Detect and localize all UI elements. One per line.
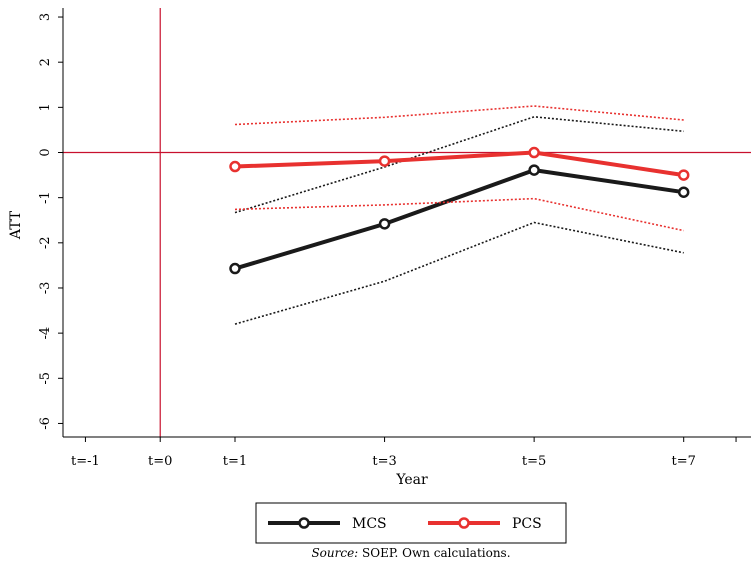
source-note-prefix: Source: [311,546,358,560]
plot-area [63,8,751,437]
y-tick-label-6: 0 [38,148,53,156]
mcs-series-line [234,168,684,271]
pcs-series-line [234,150,684,178]
pcs-ci-lower-line [234,197,684,232]
source-note-text: SOEP. Own calculations. [358,546,510,560]
legend-pcs-label: PCS [512,516,542,532]
y-tick-label-7: 1 [38,103,53,111]
mcs-point-3 [677,186,690,198]
pcs-point-0 [229,160,241,173]
axes: -6 -5 -4 -3 -2 -1 0 1 2 3 t=-1 t=0 t=1 t=3 t=5 t=7 [38,8,751,469]
y-tick-label-9: 3 [38,13,53,21]
mcs-ci-upper-line [234,115,684,214]
y-axis-title: ATT [8,210,24,240]
x-tick-label-4: t=5 [522,454,546,469]
mcs-point-2 [528,164,540,176]
x-tick-label-1: t=0 [148,454,172,469]
legend-pcs-marker [458,517,470,529]
pcs-point-1 [378,155,391,167]
x-axis-title: Year [395,472,428,488]
pcs-point-2 [528,146,540,159]
x-tick-label-3: t=3 [372,454,396,469]
mcs-ci-lower-line [234,221,684,325]
x-tick-label-5: t=7 [672,454,696,469]
y-tick-label-8: 2 [38,58,53,66]
pcs-ci-upper-line [234,105,684,126]
source-note: Source: SOEP. Own calculations. [311,546,510,560]
y-tick-label-2: -4 [38,327,53,340]
y-tick-label-3: -3 [38,282,53,295]
legend-mcs-marker [298,517,310,529]
y-tick-label-1: -5 [38,372,53,385]
y-tick-label-0: -6 [38,417,53,430]
y-tick-label-5: -1 [38,191,53,204]
legend: MCS PCS [255,502,567,544]
pcs-point-3 [677,169,690,181]
x-tick-label-0: t=-1 [71,454,100,469]
legend-mcs-label: MCS [352,516,387,532]
mcs-point-1 [378,218,391,230]
y-tick-label-4: -2 [38,236,53,249]
x-tick-label-2: t=1 [223,454,247,469]
mcs-point-0 [229,262,241,275]
